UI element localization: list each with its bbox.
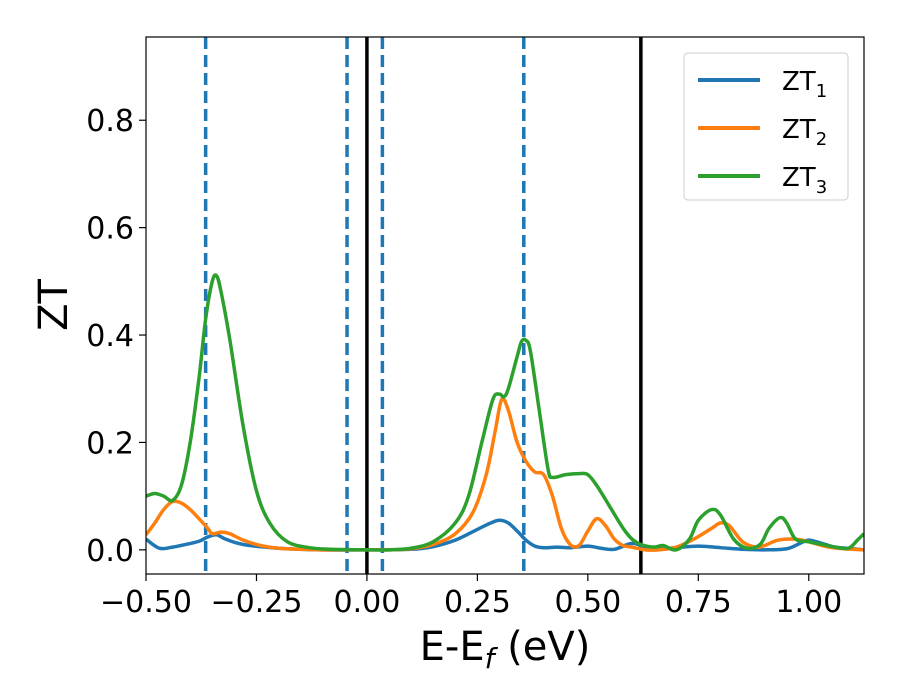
y-tick-label: 0.4 — [86, 319, 134, 354]
x-axis-ticks: −0.50 −0.25 0.00 0.25 0.50 0.75 1.00 — [100, 574, 842, 620]
x-tick-label: 1.00 — [775, 585, 842, 620]
series-line-zt1 — [146, 518, 864, 552]
x-tick-label: 0.00 — [334, 585, 401, 620]
y-tick-label: 0.6 — [86, 212, 134, 247]
legend-label-zt1: ZT1 — [782, 67, 827, 102]
series-lines — [146, 273, 864, 552]
x-tick-label: −0.25 — [210, 585, 302, 620]
series-line-zt3 — [146, 273, 864, 552]
x-tick-label: 0.50 — [554, 585, 621, 620]
y-tick-label: 0.8 — [86, 104, 134, 139]
y-tick-label: 0.2 — [86, 426, 134, 461]
legend: ZT1 ZT2 ZT3 — [683, 52, 849, 201]
y-axis-label: ZT — [31, 279, 77, 331]
x-axis-label: E-Ef (eV) — [420, 624, 591, 675]
x-tick-label: 0.25 — [444, 585, 511, 620]
series-line-zt2 — [146, 396, 864, 552]
legend-label-zt3: ZT3 — [782, 163, 827, 198]
y-tick-label: 0.0 — [86, 534, 134, 569]
y-axis-ticks: 0.0 0.2 0.4 0.6 0.8 — [86, 104, 146, 569]
x-tick-label: −0.50 — [100, 585, 192, 620]
x-tick-label: 0.75 — [665, 585, 732, 620]
vertical-reference-lines — [203, 37, 643, 574]
plot-area — [146, 37, 864, 574]
legend-label-zt2: ZT2 — [782, 115, 827, 150]
plot-frame — [145, 36, 865, 575]
legend-box — [683, 52, 849, 201]
